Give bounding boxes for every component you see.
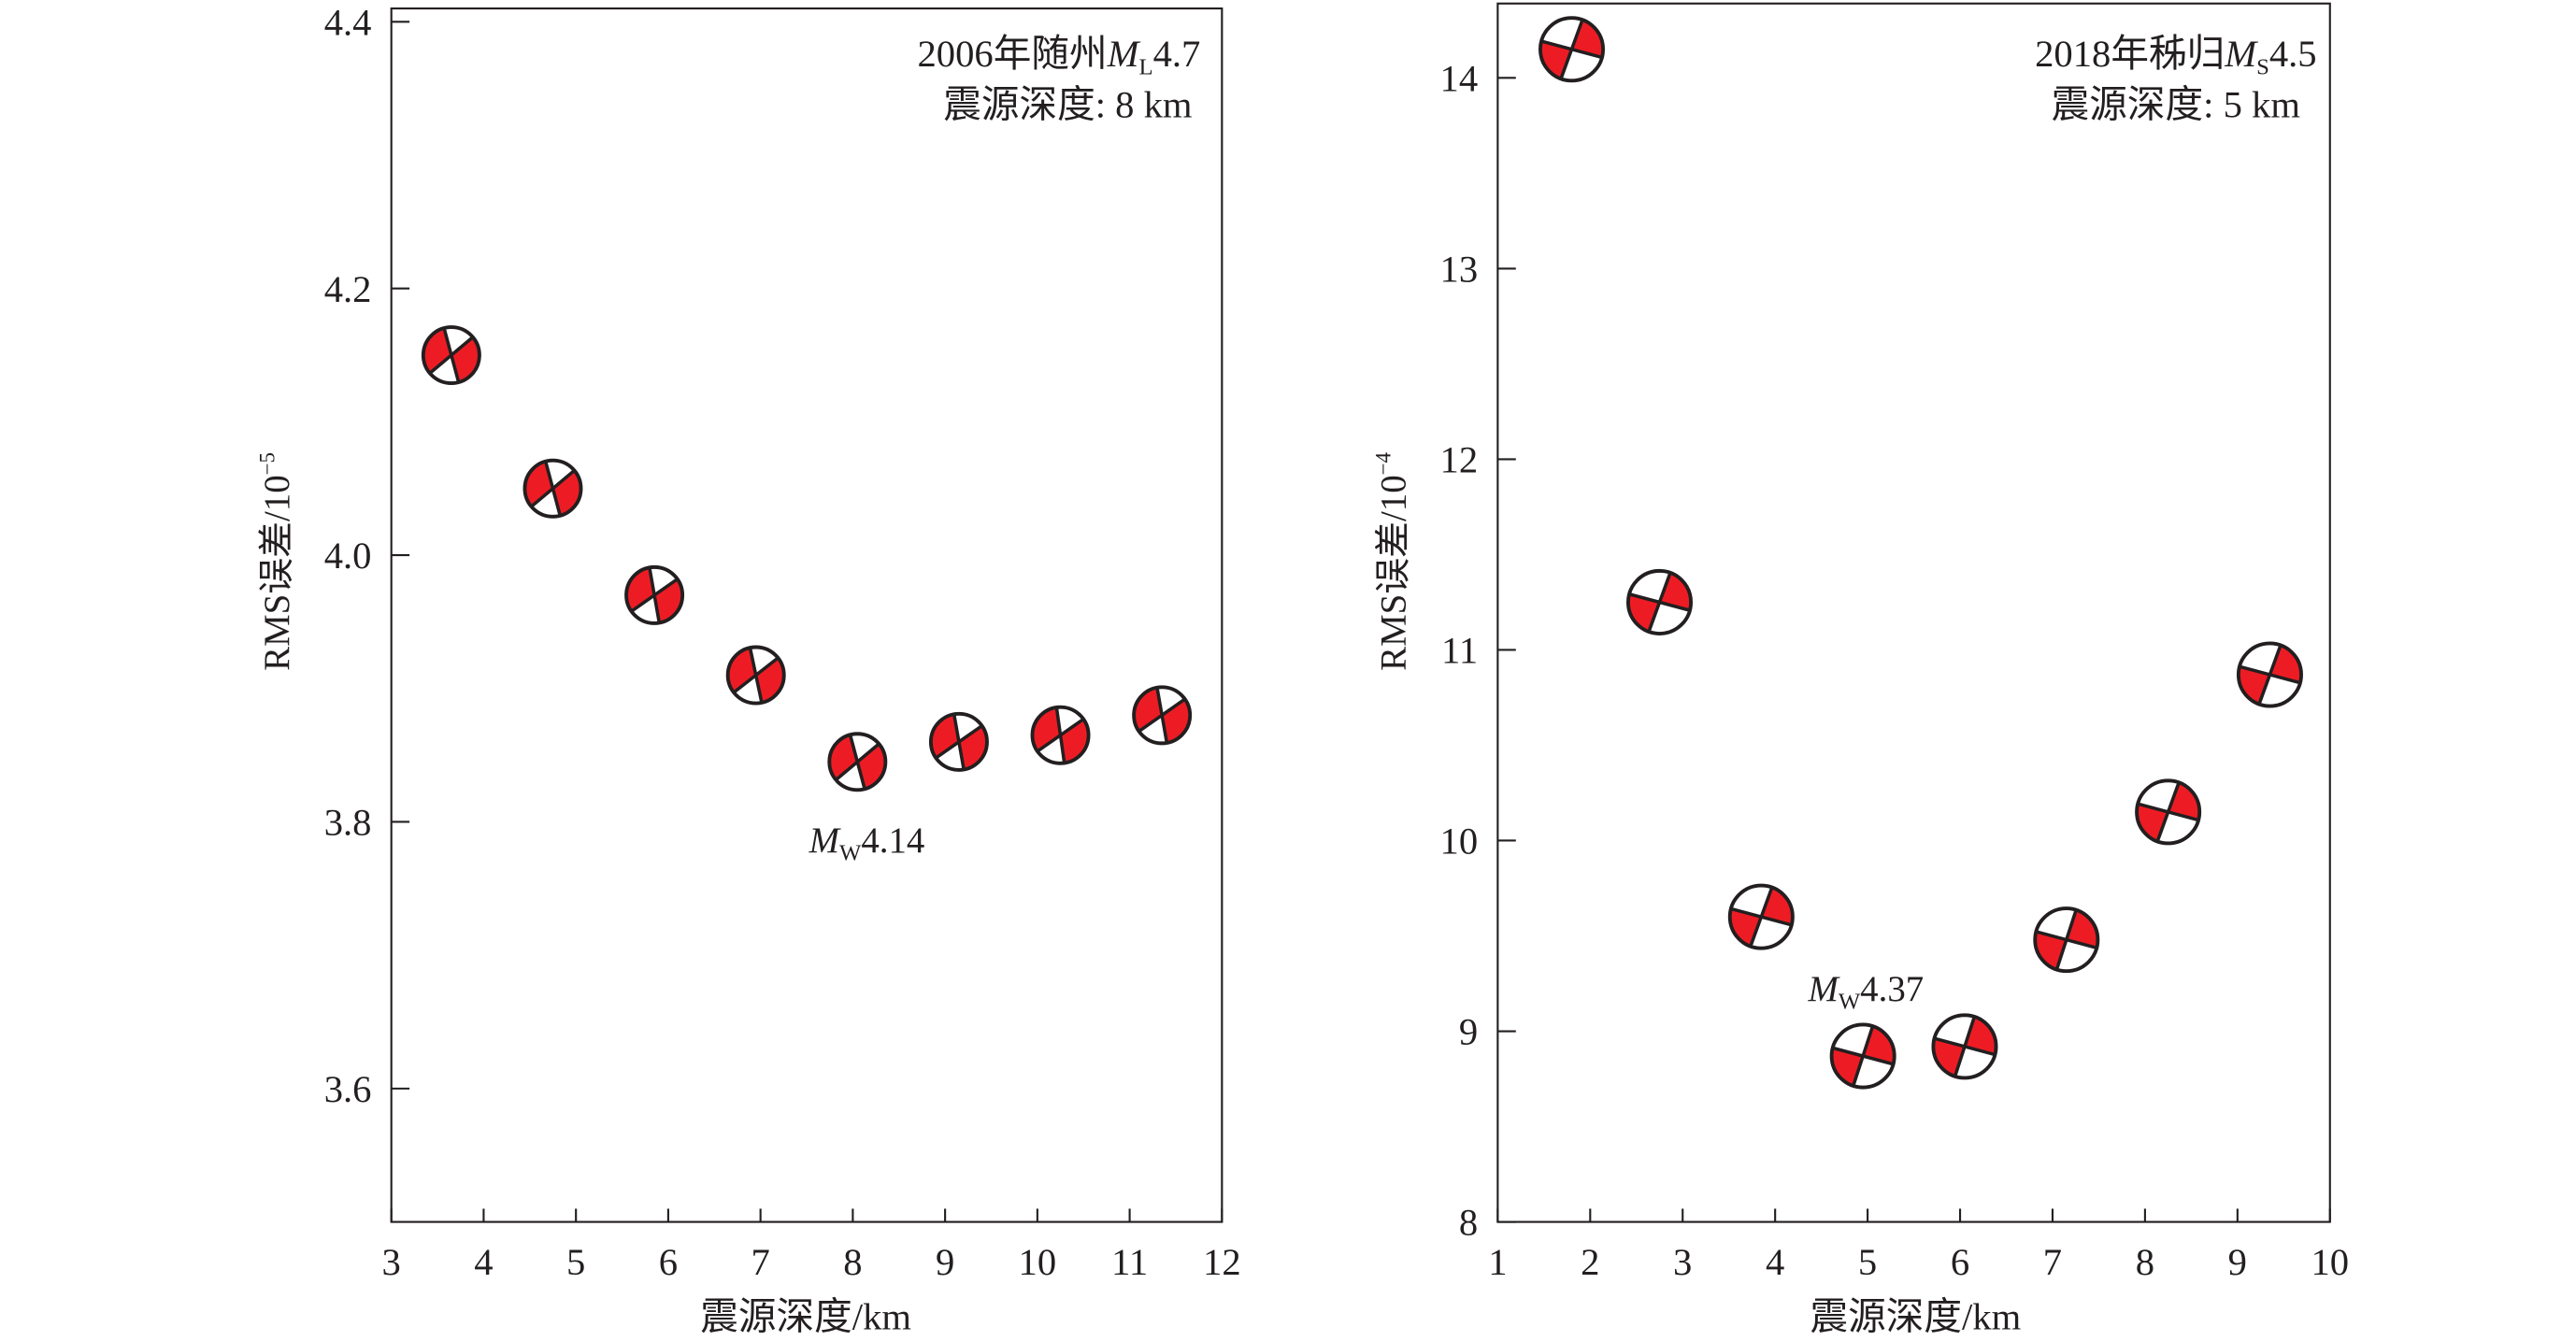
beachball-outline <box>624 564 685 625</box>
x-tick-label: 12 <box>1203 1241 1241 1283</box>
y-tick-label: 3.6 <box>324 1068 372 1110</box>
best-fit-annotation: MW4.37 <box>1807 969 1924 1015</box>
beachball-marker <box>2033 906 2100 974</box>
x-tick-label: 9 <box>2228 1241 2247 1283</box>
nodal-plane <box>1832 1046 1895 1066</box>
nodal-plane <box>1730 906 1793 927</box>
beachball-marker <box>725 645 786 706</box>
beachball-outline <box>2135 778 2202 846</box>
y-axis-label: RMS误差/10−4 <box>1372 451 1414 670</box>
beachball-marker <box>827 732 888 792</box>
x-tick-label: 4 <box>474 1241 493 1283</box>
nodal-plane <box>442 327 461 383</box>
beachball-marker <box>624 564 685 625</box>
plot-frame <box>390 7 1224 1223</box>
x-tick-label: 3 <box>382 1241 401 1283</box>
x-tick-label: 5 <box>566 1241 585 1283</box>
x-tick-label: 6 <box>659 1241 678 1283</box>
beachball-outline <box>928 711 989 772</box>
right-panel-zigui: 2018年秭归MS4.5 震源深度: 5 km 震源深度/km RMS误差/10… <box>1372 2 2349 1337</box>
x-tick-label: 2 <box>1581 1241 1599 1283</box>
y-tick-label: 14 <box>1440 57 1479 99</box>
x-tick-label: 4 <box>1766 1241 1784 1283</box>
panel-title-line1: 2006年随州ML4.7 <box>917 33 1200 80</box>
beachball-outline <box>1625 568 1694 635</box>
y-tick-label: 4.2 <box>324 268 372 310</box>
beachball-outline <box>1931 1013 1998 1080</box>
beachball-marker <box>1931 1013 1998 1080</box>
nodal-plane <box>1934 1036 1996 1057</box>
beachball-outline <box>725 645 786 706</box>
nodal-plane <box>544 461 562 517</box>
beachball-marker <box>522 458 583 519</box>
panel-title-line2: 震源深度: 5 km <box>2052 84 2300 126</box>
beachball-outline <box>522 458 583 519</box>
nodal-plane <box>1155 687 1169 744</box>
y-tick-label: 9 <box>1459 1011 1478 1053</box>
beachball-marker <box>1538 16 1606 83</box>
y-tick-label: 8 <box>1459 1202 1478 1244</box>
nodal-plane <box>1540 39 1603 60</box>
panel-title-line1: 2018年秭归MS4.5 <box>2035 33 2317 80</box>
x-axis-label: 震源深度/km <box>700 1295 911 1337</box>
x-tick-label: 6 <box>1951 1241 1969 1283</box>
beachball-marker <box>2135 778 2202 846</box>
x-tick-label: 11 <box>1111 1241 1148 1283</box>
nodal-plane <box>2137 802 2199 822</box>
beachball-outline <box>1132 685 1193 746</box>
nodal-plane <box>952 713 966 770</box>
left-panel-suizhou: 2006年随州ML4.7 震源深度: 8 km 震源深度/km RMS误差/10… <box>255 1 1240 1337</box>
nodal-plane <box>648 567 662 623</box>
y-tick-label: 3.8 <box>324 802 372 844</box>
beachball-outline <box>1727 883 1795 950</box>
nodal-plane <box>2239 664 2301 685</box>
panel-title-line2: 震源深度: 8 km <box>943 84 1192 126</box>
x-tick-label: 5 <box>1858 1241 1877 1283</box>
y-tick-label: 10 <box>1440 820 1479 863</box>
x-tick-label: 1 <box>1488 1241 1507 1283</box>
x-tick-label: 10 <box>2311 1241 2349 1283</box>
y-tick-label: 11 <box>1441 630 1478 672</box>
beachball-outline <box>827 732 888 792</box>
beachball-marker <box>1727 883 1795 950</box>
beachball-outline <box>2236 641 2303 708</box>
beachball-marker <box>1829 1022 1896 1090</box>
x-tick-label: 7 <box>751 1241 769 1283</box>
beachball-outline <box>1030 705 1091 765</box>
beachball-outline <box>1829 1022 1896 1090</box>
beachball-marker <box>2236 641 2303 708</box>
beachball-outline <box>421 325 481 386</box>
y-axis-label: RMS误差/10−5 <box>255 452 297 671</box>
beachball-outline <box>1538 16 1606 83</box>
x-axis-label: 震源深度/km <box>1810 1295 2021 1337</box>
plot-frame <box>1496 2 2331 1223</box>
y-tick-label: 12 <box>1440 439 1479 481</box>
x-tick-label: 3 <box>1673 1241 1692 1283</box>
y-tick-label: 4.0 <box>324 535 372 577</box>
beachball-marker <box>1030 705 1091 765</box>
x-tick-label: 10 <box>1019 1241 1057 1283</box>
x-tick-label: 7 <box>2043 1241 2062 1283</box>
beachball-marker <box>1132 685 1193 746</box>
best-fit-annotation: MW4.14 <box>809 820 925 866</box>
nodal-plane <box>748 647 764 704</box>
x-tick-label: 8 <box>2136 1241 2154 1283</box>
nodal-plane <box>1054 706 1066 763</box>
beachball-marker <box>421 325 481 386</box>
nodal-plane <box>2035 930 2097 949</box>
nodal-plane <box>1628 592 1691 612</box>
nodal-plane <box>848 734 866 790</box>
beachball-outline <box>2033 906 2100 974</box>
x-tick-label: 8 <box>843 1241 862 1283</box>
beachball-marker <box>1625 568 1694 635</box>
beachball-marker <box>928 711 989 772</box>
y-tick-label: 13 <box>1440 249 1479 291</box>
x-tick-label: 9 <box>936 1241 954 1283</box>
y-tick-label: 4.4 <box>324 1 372 43</box>
